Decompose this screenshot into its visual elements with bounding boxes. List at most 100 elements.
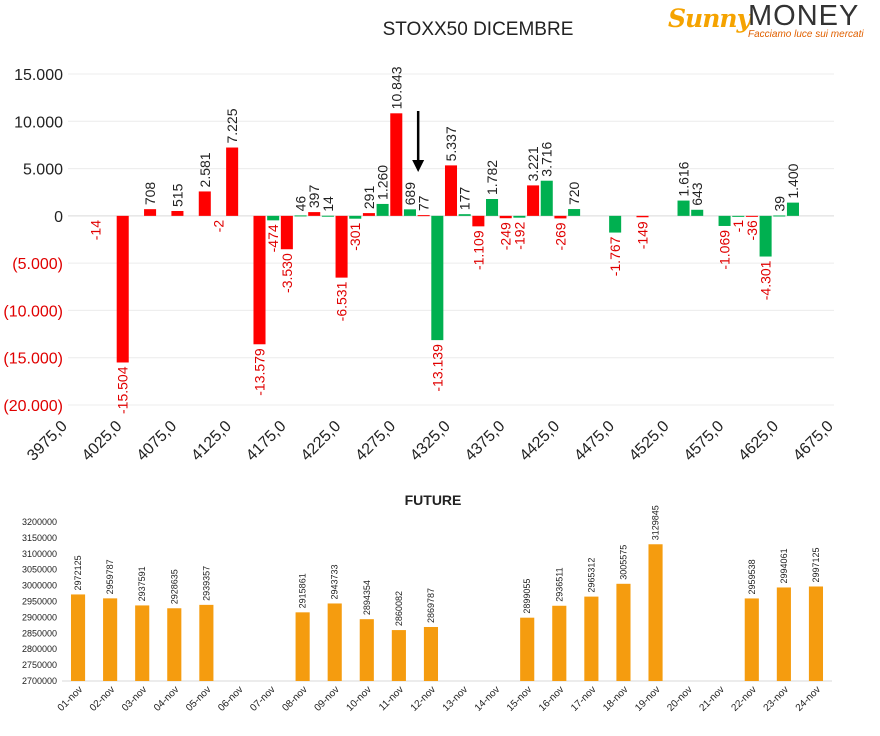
- future-bar-value-label: 2997125: [811, 547, 821, 582]
- future-x-tick-label: 22-nov: [730, 684, 759, 713]
- future-bar-value-label: 2936511: [554, 567, 564, 601]
- bar: [609, 215, 622, 233]
- bar-value-label: 708: [142, 182, 158, 206]
- bar-value-label: -36: [744, 220, 760, 240]
- y-tick-label: (20.000): [3, 398, 63, 415]
- bar: [458, 214, 471, 216]
- bar-value-label: -14: [87, 220, 103, 240]
- future-bar: [648, 544, 663, 681]
- bar: [773, 215, 786, 217]
- bar-value-label: -13.139: [429, 344, 445, 392]
- future-bar: [423, 626, 439, 681]
- bar-value-label: -6.531: [334, 281, 350, 321]
- bar: [786, 202, 799, 216]
- bar: [718, 215, 731, 226]
- bar: [636, 215, 649, 218]
- brand-logo: Sunny MONEY Facciamo luce sui mercati: [668, 0, 868, 42]
- bar-value-label: 397: [306, 185, 322, 209]
- y-tick-label: (10.000): [3, 303, 63, 320]
- y-tick-label: 0: [54, 209, 63, 226]
- y-tick-label: 15.000: [14, 67, 63, 84]
- future-bar-value-label: 2869787: [426, 588, 436, 623]
- bar: [691, 209, 704, 216]
- future-x-tick-label: 02-nov: [88, 684, 117, 713]
- future-bar: [616, 583, 631, 681]
- x-tick-label: 4625,0: [735, 418, 782, 465]
- future-bar-value-label: 2915861: [298, 573, 308, 608]
- stoxx50-chart: STOXX50 DICEMBRE 15.000 10.000 5.000 0 (5.000…: [3, 19, 837, 465]
- y-tick-label: (5.000): [12, 256, 63, 273]
- future-bar-value-label: 2899055: [522, 579, 532, 614]
- bar: [267, 215, 280, 221]
- x-tick-label: 4525,0: [626, 418, 673, 465]
- x-tick-label: 4575,0: [681, 418, 728, 465]
- future-bar: [552, 605, 567, 681]
- future-bar: [295, 612, 310, 681]
- bar: [280, 215, 293, 250]
- bar-value-label: -1.069: [717, 230, 733, 270]
- future-y-tick-label: 3100000: [22, 549, 57, 559]
- bar: [144, 209, 157, 216]
- bar-value-label: 177: [457, 187, 473, 211]
- bar: [527, 185, 540, 216]
- bar: [513, 215, 526, 218]
- x-tick-label: 4025,0: [79, 418, 126, 465]
- bar-value-label: -1.767: [607, 236, 623, 276]
- future-bar-value-label: 2928635: [169, 569, 179, 604]
- bar-value-label: 3.221: [525, 146, 541, 181]
- future-x-tick-label: 05-nov: [184, 684, 213, 713]
- future-bar-value-label: 2965312: [586, 558, 596, 593]
- bar: [732, 215, 745, 217]
- future-x-tick-label: 15-nov: [505, 684, 534, 713]
- future-bar: [70, 594, 86, 681]
- x-tick-label: 4675,0: [790, 418, 837, 465]
- future-bar-value-label: 2860082: [394, 591, 404, 626]
- bar-value-label: -149: [635, 221, 651, 249]
- bar-value-label: 7.225: [224, 108, 240, 143]
- bar-value-label: 46: [293, 196, 309, 212]
- bar-value-label: -2: [210, 220, 226, 233]
- future-bar: [520, 617, 535, 681]
- future-bar: [327, 603, 342, 681]
- future-y-tick-label: 2950000: [22, 596, 57, 606]
- bar-value-label: -3.530: [279, 253, 295, 293]
- bar: [171, 210, 184, 216]
- future-x-tick-label: 20-nov: [665, 684, 694, 713]
- logo-sunny-text: Sunny: [668, 4, 751, 33]
- future-x-tick-label: 23-nov: [762, 684, 791, 713]
- future-bar-value-label: 3129845: [651, 505, 661, 540]
- bar-value-label: 39: [771, 196, 787, 212]
- bar: [403, 209, 416, 216]
- bar-value-label: 643: [689, 182, 705, 206]
- bar-value-label: 2.581: [197, 152, 213, 187]
- future-x-tick-label: 07-nov: [248, 684, 277, 713]
- bar-value-label: 14: [320, 196, 336, 212]
- bar: [349, 215, 362, 219]
- bar: [376, 203, 389, 216]
- future-x-tick-label: 24-nov: [794, 684, 823, 713]
- bar: [677, 200, 690, 216]
- y-tick-label: 5.000: [23, 162, 63, 179]
- future-y-tick-label: 3200000: [22, 517, 57, 527]
- future-bar-value-label: 2959538: [747, 559, 757, 594]
- future-y-tick-label: 2900000: [22, 612, 57, 622]
- future-y-tick-label: 3150000: [22, 533, 57, 543]
- bar-value-label: 515: [169, 183, 185, 207]
- bar: [568, 209, 581, 216]
- bar: [226, 147, 239, 216]
- bar: [486, 199, 499, 216]
- x-tick-label: 4175,0: [243, 418, 290, 465]
- bar: [198, 191, 211, 216]
- future-x-tick-label: 06-nov: [216, 684, 245, 713]
- bar: [472, 215, 485, 227]
- future-bar-value-label: 2959787: [105, 559, 115, 594]
- bar-value-label: -301: [347, 223, 363, 251]
- future-x-tick-label: 12-nov: [409, 684, 438, 713]
- future-bar: [776, 587, 791, 681]
- bar: [540, 180, 553, 216]
- x-tick-label: 4325,0: [407, 418, 454, 465]
- future-bar-value-label: 2994061: [779, 548, 789, 583]
- bar-value-label: 10.843: [388, 66, 404, 109]
- bar: [362, 213, 375, 216]
